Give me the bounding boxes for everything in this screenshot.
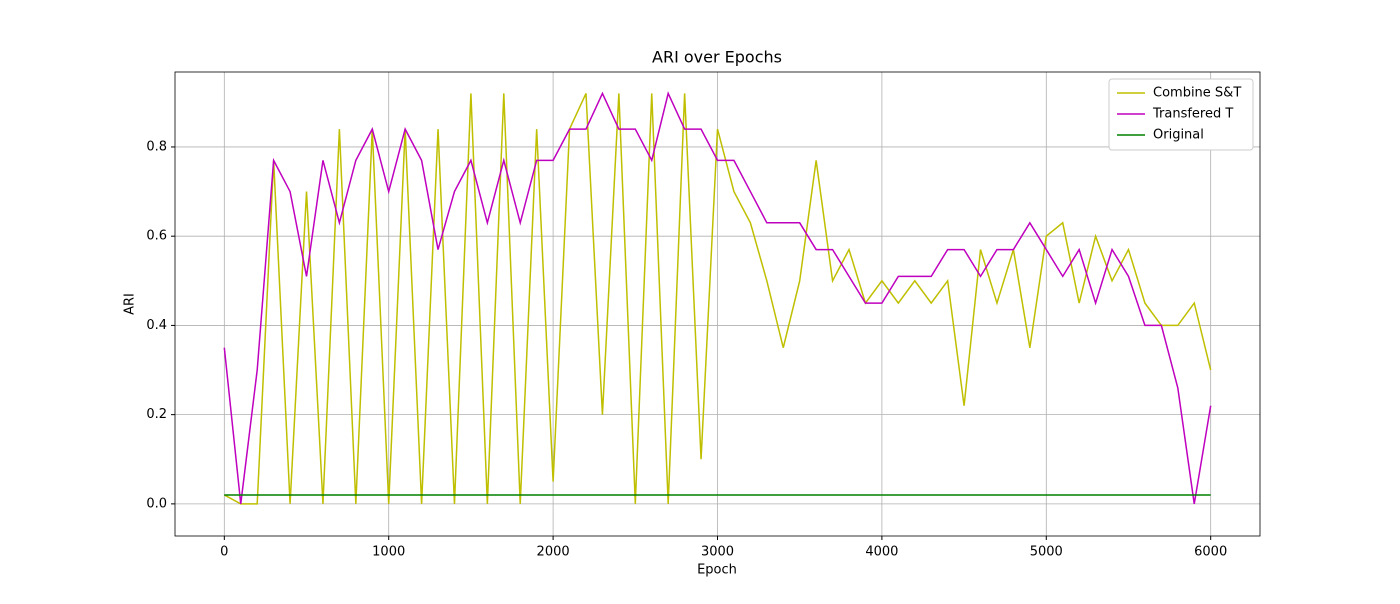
plot-frame — [174, 71, 1261, 537]
x-tick-label: 3000 — [701, 545, 734, 560]
y-tick-label: 0.8 — [146, 139, 167, 154]
series-line — [223, 93, 1212, 505]
y-tick-label: 0.6 — [146, 229, 167, 244]
legend-label: Transfered T — [1152, 107, 1233, 122]
legend-label: Original — [1153, 128, 1204, 143]
y-tick-label: 0.4 — [146, 318, 167, 333]
y-tick-label: 0.0 — [146, 496, 167, 511]
chart-title: ARI over Epochs — [652, 48, 782, 67]
legend-label: Combine S&T — [1153, 86, 1241, 101]
legend-box — [1108, 78, 1254, 151]
x-tick-label: 2000 — [537, 545, 570, 560]
x-tick-label: 1000 — [372, 545, 405, 560]
x-axis-label: Epoch — [697, 563, 737, 578]
x-tick-label: 5000 — [1030, 545, 1063, 560]
x-tick-label: 4000 — [865, 545, 898, 560]
y-tick-label: 0.2 — [146, 407, 167, 422]
x-tick-label: 6000 — [1194, 545, 1227, 560]
y-axis-label: ARI — [123, 293, 138, 315]
x-tick-label: 0 — [220, 545, 228, 560]
series-line — [223, 91, 1212, 505]
